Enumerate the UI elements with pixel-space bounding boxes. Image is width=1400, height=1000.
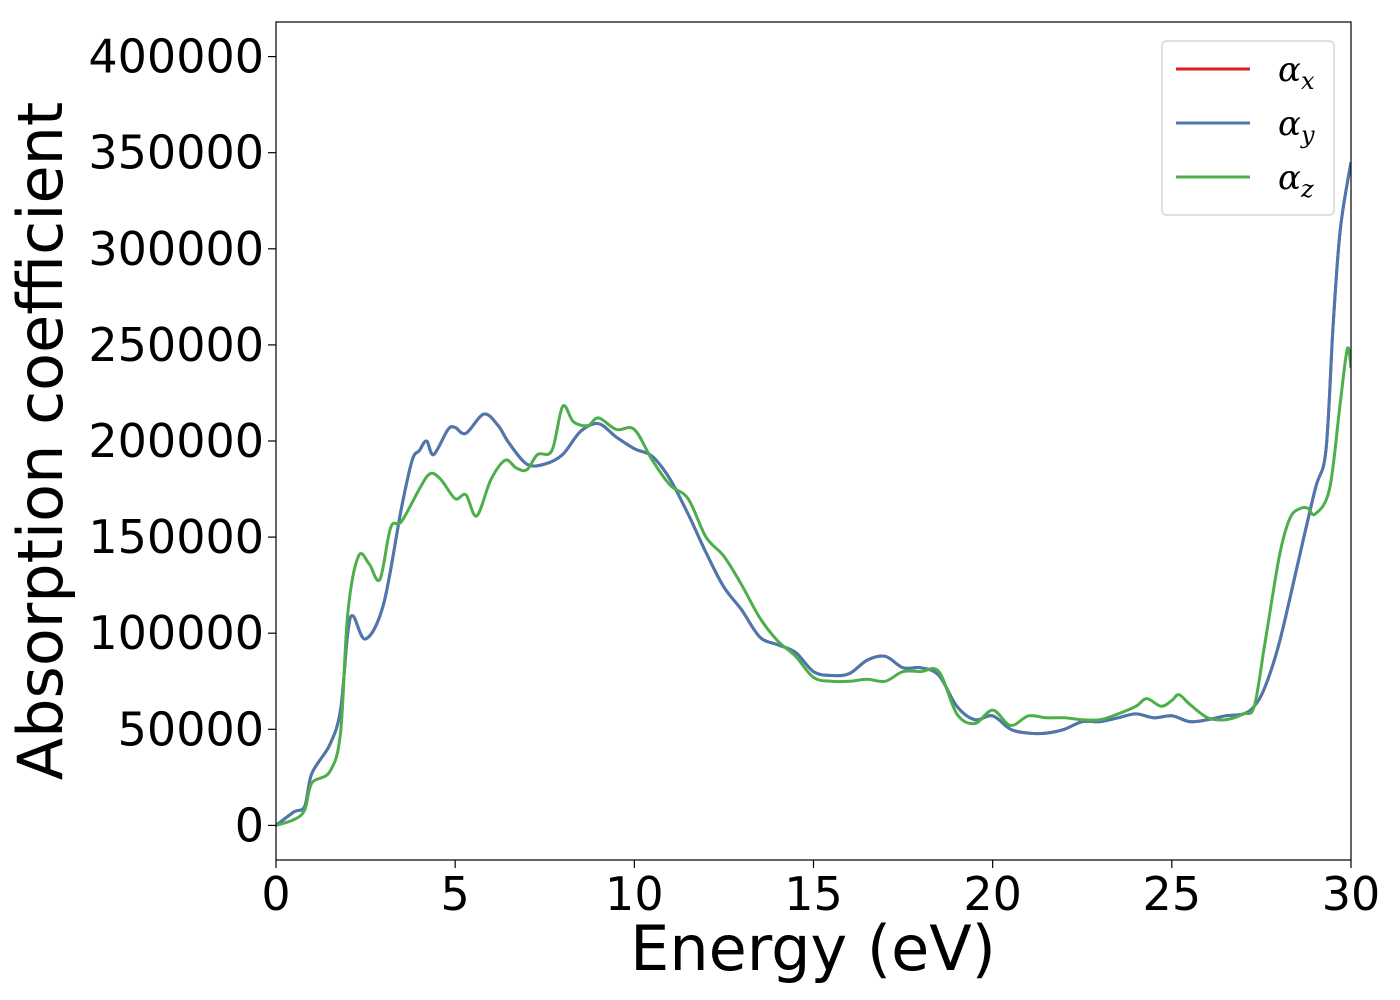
y-tick-label: 300000 (88, 222, 264, 276)
series-line-x (276, 162, 1351, 827)
series-line-y (276, 162, 1351, 827)
y-tick-label: 250000 (88, 318, 264, 372)
legend-label-z: αz (1278, 158, 1314, 203)
legend: αx αy αz (1161, 40, 1335, 216)
x-tick-label: 0 (261, 867, 290, 921)
x-tick-label: 15 (784, 867, 843, 921)
x-tick-label: 5 (441, 867, 470, 921)
y-axis-ticks: 0 50000 100000 150000 200000 250000 300000 3500… (88, 30, 276, 852)
y-tick-label: 350000 (88, 126, 264, 180)
x-axis-label: Energy (eV) (630, 912, 996, 985)
x-axis-ticks: 0 5 10 15 20 25 30 (261, 860, 1380, 921)
y-tick-label: 0 (235, 798, 264, 852)
legend-label-x: αx (1278, 50, 1315, 95)
y-tick-label: 200000 (88, 414, 264, 468)
x-tick-label: 25 (1143, 867, 1202, 921)
legend-label-y: αy (1278, 104, 1315, 149)
y-tick-label: 50000 (118, 702, 264, 756)
plot-area (276, 162, 1351, 827)
x-tick-label: 30 (1322, 867, 1381, 921)
series-line-z (276, 346, 1351, 827)
x-tick-label: 10 (605, 867, 664, 921)
y-tick-label: 400000 (88, 30, 264, 84)
y-axis-label: Absorption coefficient (4, 102, 77, 781)
y-tick-label: 150000 (88, 510, 264, 564)
plot-frame (275, 21, 1352, 861)
legend-frame (1161, 40, 1335, 216)
x-tick-label: 20 (963, 867, 1022, 921)
y-tick-label: 100000 (88, 606, 264, 660)
